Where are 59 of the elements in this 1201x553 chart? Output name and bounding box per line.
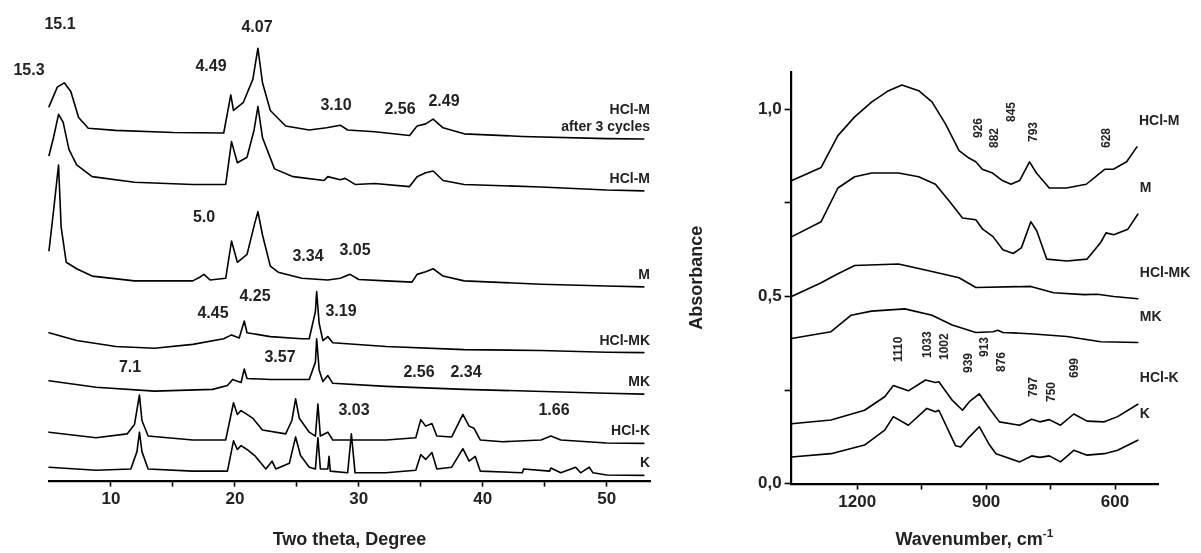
annotation: 2.56 xyxy=(403,363,435,380)
x-tick-label: 10 xyxy=(101,489,121,509)
annotation: 2.56 xyxy=(384,100,416,117)
annotation: 1110 xyxy=(890,336,905,362)
y-tick-label: 0,0 xyxy=(757,473,782,493)
annotation: 1.66 xyxy=(538,401,570,418)
series-label: MK xyxy=(628,373,650,390)
annotation: 1033 xyxy=(919,330,934,358)
series-label: HCl-M after 3 cycles xyxy=(561,101,651,135)
annotation: 2.49 xyxy=(428,92,460,109)
annotation: 750 xyxy=(1043,381,1058,402)
annotation: 1002 xyxy=(936,332,951,360)
series-label: HCl-K xyxy=(611,422,650,439)
x-tick-label: 900 xyxy=(971,492,1001,512)
series-label: K xyxy=(639,454,650,471)
annotation: 876 xyxy=(993,351,1008,372)
series-label: K xyxy=(1139,405,1150,422)
series-label: HCl-M xyxy=(609,169,650,186)
x-tick-label: 40 xyxy=(473,489,493,509)
text: 15.1 xyxy=(44,15,76,32)
text: 15.3 xyxy=(13,61,45,78)
y-axis-title: Absorbance xyxy=(686,225,706,330)
series-label: HCl-M xyxy=(1138,111,1180,128)
annotation: 793 xyxy=(1025,121,1040,142)
annotation: 3.03 xyxy=(338,401,370,418)
annotation: 926 xyxy=(970,117,985,138)
x-tick-label: 1200 xyxy=(838,492,877,512)
series-label: M xyxy=(638,265,650,282)
annotation: 3.10 xyxy=(320,96,352,113)
annotation: 699 xyxy=(1066,357,1081,378)
series-label: HCl-MK xyxy=(1139,263,1191,280)
annotation: 5.0 xyxy=(192,208,216,225)
text: 4.07 xyxy=(241,18,273,35)
annotation: 4.45 xyxy=(197,304,229,321)
annotation: 2.34 xyxy=(450,363,482,380)
annotation: 939 xyxy=(960,352,975,373)
annotation: 913 xyxy=(976,336,991,357)
x-tick-label: 50 xyxy=(597,489,617,509)
annotation: 4.25 xyxy=(239,287,271,304)
annotation: 628 xyxy=(1098,127,1113,148)
annotation: 845 xyxy=(1003,101,1018,122)
x-tick-label: 600 xyxy=(1100,492,1130,512)
annotation: 7.1 xyxy=(118,358,142,375)
series-label: MK xyxy=(1139,307,1162,324)
x-tick-label: 20 xyxy=(225,489,245,509)
y-tick-label: 0,5 xyxy=(757,286,782,306)
annotation: 3.57 xyxy=(264,348,296,365)
annotation: 4.49 xyxy=(195,57,227,74)
x-axis-title: Two theta, Degree xyxy=(272,529,427,549)
annotation: 797 xyxy=(1025,376,1040,397)
series-label: HCl-K xyxy=(1139,369,1179,386)
y-tick-label: 1,0 xyxy=(757,99,782,119)
x-tick-label: 30 xyxy=(349,489,369,509)
annotation: 3.19 xyxy=(325,302,357,319)
series-label: M xyxy=(1139,179,1152,196)
annotation: 3.34 xyxy=(292,247,324,264)
annotation: 882 xyxy=(986,127,1001,148)
annotation: 3.05 xyxy=(339,241,371,258)
series-label: HCl-MK xyxy=(599,331,650,348)
